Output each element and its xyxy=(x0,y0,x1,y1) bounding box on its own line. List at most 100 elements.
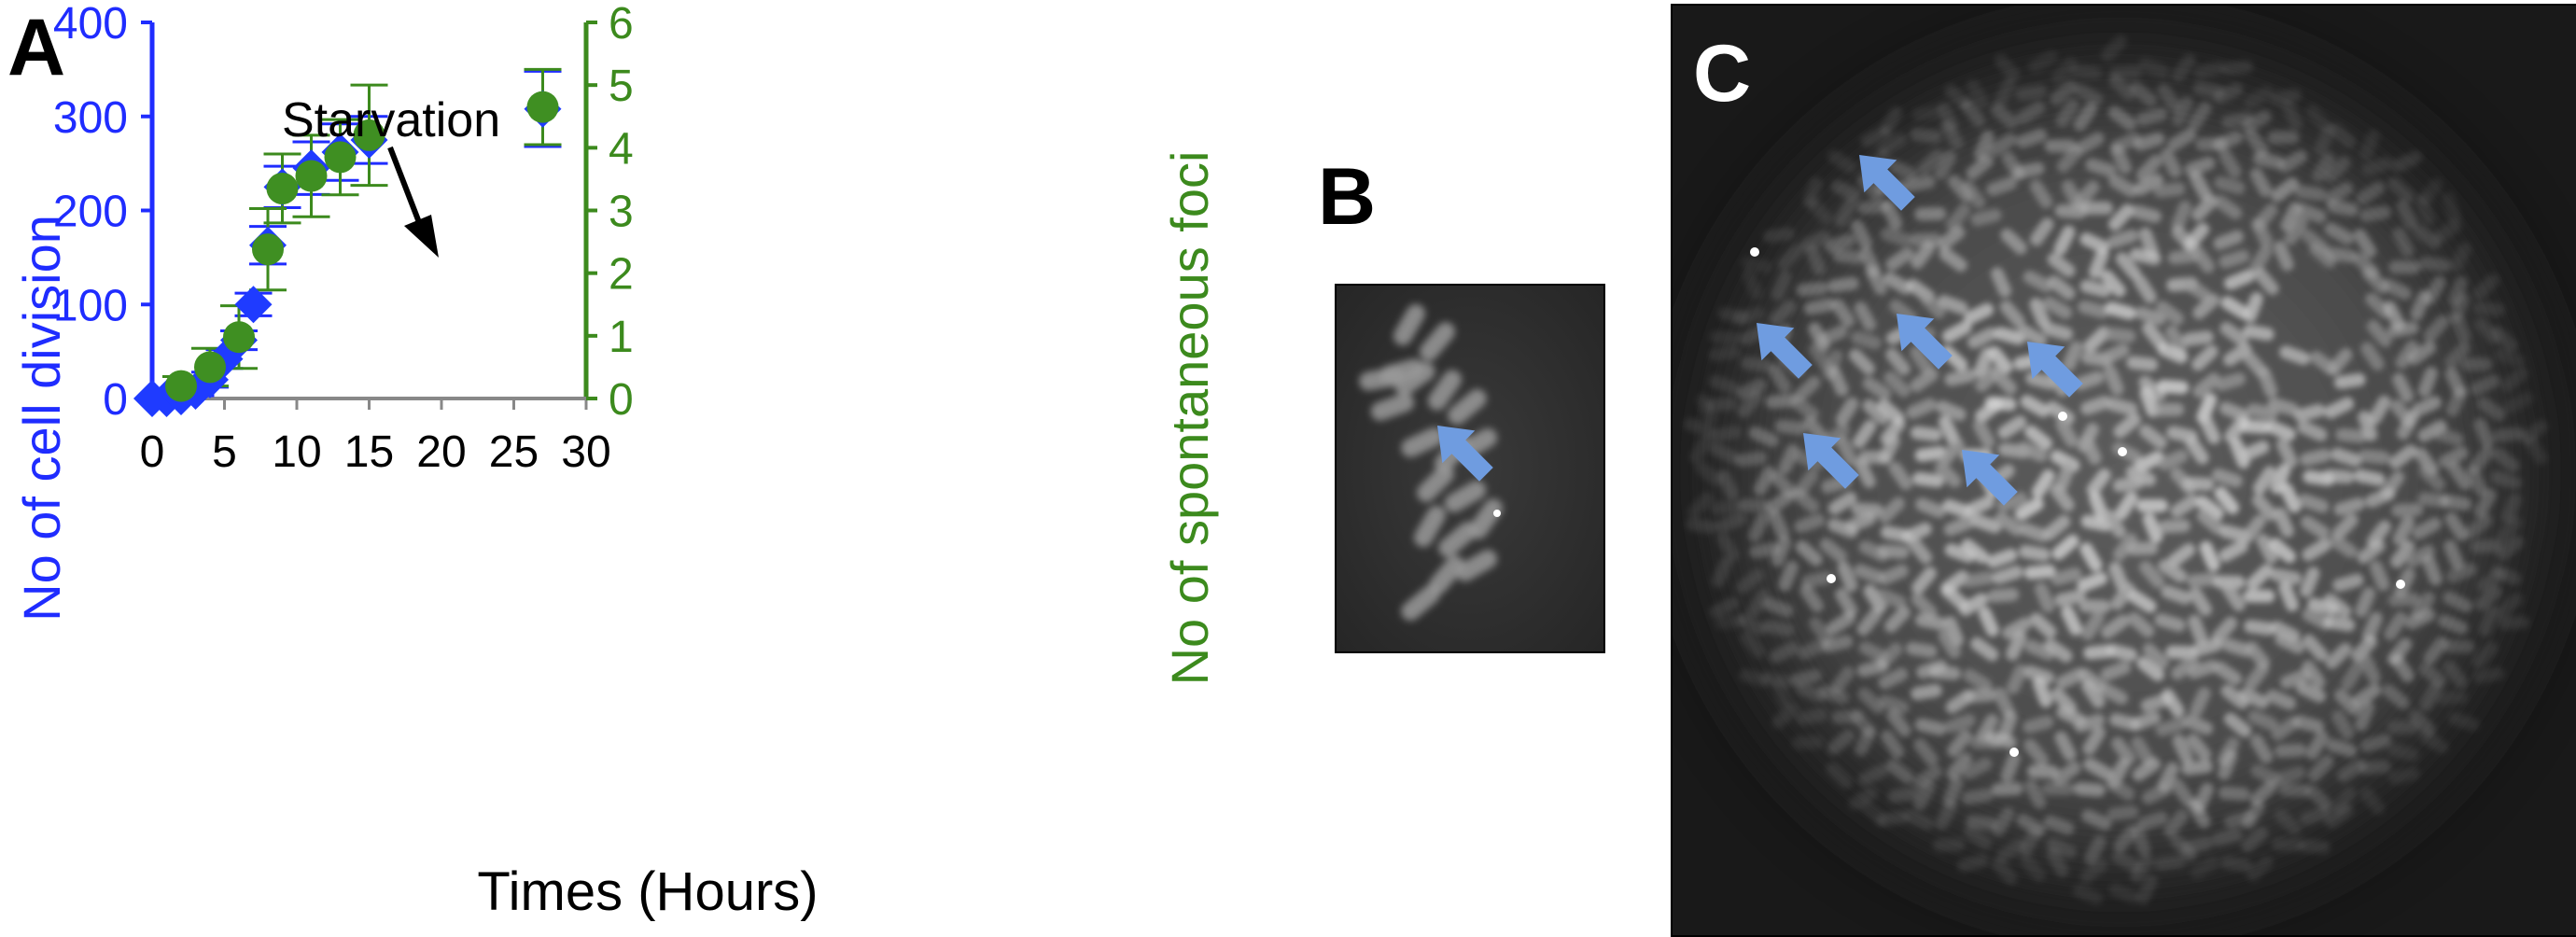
cell xyxy=(2190,171,2212,201)
y-right-tick-label: 6 xyxy=(609,0,634,49)
cell xyxy=(2069,63,2102,79)
cell xyxy=(2158,559,2188,583)
cell xyxy=(2445,386,2468,417)
cell xyxy=(1818,685,1850,705)
cell xyxy=(2167,543,2196,568)
y-left-tick-label: 200 xyxy=(53,188,128,237)
cell xyxy=(2157,379,2190,395)
data-markers xyxy=(133,90,562,417)
x-tick-label: 15 xyxy=(344,427,394,477)
cell xyxy=(1359,367,1404,391)
cell xyxy=(1738,668,1771,687)
cell xyxy=(2301,515,2330,539)
cell xyxy=(2221,60,2254,76)
cell xyxy=(2073,83,2104,106)
cell xyxy=(2249,167,2273,198)
cell xyxy=(2305,784,2332,811)
cell xyxy=(2245,662,2270,691)
y-right-tick-label: 2 xyxy=(609,250,634,300)
cell xyxy=(2083,326,2110,353)
cell xyxy=(2220,684,2249,709)
cell xyxy=(2191,194,2219,221)
cell xyxy=(2157,343,2189,364)
cell xyxy=(1769,641,1799,664)
cell xyxy=(1827,366,1849,397)
circle-marker xyxy=(324,141,357,174)
cell xyxy=(1862,399,1890,426)
arrows-b xyxy=(1437,426,1493,482)
cell xyxy=(2361,611,2383,642)
cell xyxy=(2029,298,2051,329)
cell xyxy=(2141,782,2172,804)
x-tick-label: 30 xyxy=(561,427,610,477)
cells-c xyxy=(1684,35,2548,905)
cell xyxy=(2211,616,2238,644)
cell xyxy=(2270,621,2301,643)
cell xyxy=(2129,247,2162,265)
cell xyxy=(2170,494,2200,518)
cell xyxy=(1455,550,1498,581)
cell xyxy=(2221,638,2253,658)
cell xyxy=(2307,755,2334,782)
cell xyxy=(2278,580,2299,612)
cell xyxy=(2448,712,2480,732)
cell xyxy=(2221,582,2246,612)
cell xyxy=(2353,468,2386,486)
cell xyxy=(1911,241,1936,270)
cell xyxy=(1886,708,1911,737)
y-left-tick-label: 300 xyxy=(53,93,128,143)
cell xyxy=(1848,787,1878,811)
cell xyxy=(2249,780,2277,806)
cell xyxy=(1826,762,1853,790)
cell xyxy=(2082,726,2106,756)
cell xyxy=(1837,561,1858,593)
cell xyxy=(2496,535,2525,561)
cell xyxy=(2449,242,2472,273)
cell xyxy=(2019,545,2051,562)
cell xyxy=(2155,717,2187,737)
cell xyxy=(2023,665,2055,685)
focus-spot xyxy=(2009,748,2019,757)
y-axis-left-label: No of cell division xyxy=(12,215,71,622)
cell xyxy=(1827,276,1859,293)
x-tick-label: 5 xyxy=(212,427,237,477)
cell xyxy=(2470,374,2500,396)
cell xyxy=(2012,161,2045,179)
x-tick-label: 25 xyxy=(489,427,539,477)
cell xyxy=(1850,330,1882,350)
cell xyxy=(2154,613,2186,632)
cell xyxy=(2020,395,2051,417)
cell xyxy=(2252,151,2285,170)
circle-marker xyxy=(526,91,559,123)
cell xyxy=(2184,222,2210,251)
cell xyxy=(1878,667,1909,690)
blue-arrow xyxy=(1757,323,1813,379)
cell xyxy=(2223,270,2255,290)
cell xyxy=(1915,613,1947,631)
cell xyxy=(2080,396,2112,415)
cell xyxy=(1940,119,1964,149)
cell xyxy=(2111,850,2142,873)
cell xyxy=(1851,219,1872,250)
cell xyxy=(1834,197,1857,228)
cell xyxy=(2126,541,2159,555)
cell xyxy=(2267,131,2300,145)
cell xyxy=(2324,397,2355,419)
cell xyxy=(2323,593,2352,619)
cell xyxy=(2054,731,2077,762)
cell xyxy=(2170,655,2200,680)
cell xyxy=(1709,426,1742,442)
cell xyxy=(1938,629,1962,659)
cell xyxy=(1996,492,2028,512)
cell xyxy=(2500,367,2529,392)
cell xyxy=(2135,107,2168,126)
cell xyxy=(2218,786,2250,802)
cell xyxy=(2213,661,2243,686)
cell xyxy=(2130,710,2162,731)
cell xyxy=(2256,534,2278,565)
cell xyxy=(1824,233,1855,253)
cell xyxy=(2187,659,2219,679)
arrow-shape xyxy=(1757,323,1813,379)
cell xyxy=(1806,197,1833,225)
cells-b xyxy=(1359,303,1504,621)
